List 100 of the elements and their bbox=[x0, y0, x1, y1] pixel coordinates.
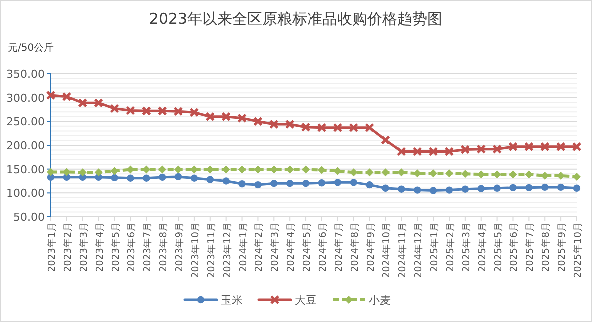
point bbox=[445, 170, 454, 178]
y-tick-label: 150.00 bbox=[6, 163, 45, 176]
point bbox=[158, 106, 168, 116]
point bbox=[206, 176, 214, 184]
point bbox=[557, 184, 565, 192]
point bbox=[573, 184, 581, 192]
point bbox=[222, 178, 230, 185]
point bbox=[396, 146, 406, 156]
y-tick-label: 100.00 bbox=[6, 187, 45, 200]
point bbox=[253, 116, 263, 126]
point bbox=[333, 123, 343, 133]
x-tick-label: 2025年8月 bbox=[540, 222, 552, 272]
point bbox=[110, 104, 120, 114]
x-tick-label: 2024年9月 bbox=[364, 222, 377, 272]
point bbox=[542, 184, 549, 192]
point bbox=[572, 142, 582, 152]
point bbox=[462, 186, 470, 193]
point bbox=[365, 123, 375, 133]
x-tick-label: 2023年9月 bbox=[174, 222, 186, 272]
point bbox=[446, 186, 454, 194]
point bbox=[524, 142, 534, 152]
point bbox=[301, 122, 311, 132]
x-tick-label: 2025年5月 bbox=[492, 222, 504, 272]
point bbox=[302, 166, 310, 174]
point bbox=[508, 142, 518, 152]
x-tick-label: 2023年10月 bbox=[189, 222, 202, 278]
point bbox=[222, 112, 232, 122]
x-tick-label: 2025年10月 bbox=[572, 222, 584, 278]
x-tick-label: 2023年1月 bbox=[46, 222, 58, 272]
point bbox=[573, 172, 581, 181]
chart-title: 2023年以来全区原粮标准品收购价格趋势图 bbox=[149, 10, 443, 28]
legend-label: 大豆 bbox=[295, 294, 317, 307]
point bbox=[127, 174, 134, 182]
x-tick-label: 2024年10月 bbox=[380, 222, 393, 278]
x-tick-label: 2025年7月 bbox=[524, 222, 536, 272]
point bbox=[460, 145, 470, 155]
point bbox=[126, 106, 136, 116]
point bbox=[142, 106, 152, 116]
point bbox=[190, 108, 200, 118]
x-tick-label: 2023年4月 bbox=[94, 222, 106, 272]
point bbox=[47, 168, 55, 176]
x-tick-label: 2025年9月 bbox=[556, 222, 568, 272]
x-tick-label: 2025年1月 bbox=[428, 222, 441, 272]
point bbox=[254, 181, 262, 189]
point bbox=[382, 168, 390, 177]
x-tick-label: 2025年2月 bbox=[444, 222, 456, 272]
x-tick-label: 2024年5月 bbox=[301, 222, 314, 272]
point bbox=[78, 98, 88, 108]
point bbox=[318, 180, 326, 187]
point bbox=[556, 142, 566, 152]
point bbox=[476, 144, 486, 154]
point bbox=[206, 112, 216, 122]
y-axis-title: 元/50公斤 bbox=[8, 42, 54, 54]
point bbox=[62, 92, 72, 102]
x-tick-label: 2024年12月 bbox=[412, 222, 425, 278]
point bbox=[366, 181, 374, 189]
point bbox=[349, 123, 359, 133]
point bbox=[270, 180, 278, 188]
point bbox=[382, 184, 390, 192]
point bbox=[143, 174, 150, 182]
point bbox=[302, 180, 310, 188]
point bbox=[94, 98, 104, 108]
legend-label: 玉米 bbox=[221, 294, 243, 307]
point bbox=[412, 146, 422, 156]
x-tick-label: 2025年3月 bbox=[460, 222, 472, 272]
x-tick-label: 2023年5月 bbox=[110, 222, 122, 272]
point bbox=[158, 174, 166, 182]
x-tick-label: 2024年1月 bbox=[237, 222, 250, 272]
x-tick-label: 2024年7月 bbox=[332, 222, 345, 272]
point bbox=[444, 146, 454, 156]
point bbox=[238, 114, 248, 124]
point bbox=[380, 136, 390, 146]
y-tick-label: 350.00 bbox=[6, 68, 45, 81]
point bbox=[46, 90, 56, 100]
legend-label: 小麦 bbox=[369, 294, 391, 307]
point bbox=[238, 166, 246, 174]
point bbox=[318, 166, 326, 174]
point bbox=[158, 166, 167, 174]
point bbox=[494, 184, 501, 192]
y-tick-label: 300.00 bbox=[6, 92, 45, 105]
point bbox=[317, 123, 327, 133]
point bbox=[540, 142, 550, 152]
point bbox=[478, 185, 485, 192]
point bbox=[430, 170, 438, 178]
point bbox=[509, 170, 518, 179]
point bbox=[461, 170, 470, 178]
point bbox=[428, 146, 438, 156]
point bbox=[174, 173, 182, 181]
x-tick-label: 2024年2月 bbox=[253, 222, 266, 272]
y-tick-label: 250.00 bbox=[6, 116, 45, 129]
point bbox=[238, 180, 246, 188]
x-tick-label: 2023年3月 bbox=[78, 222, 90, 272]
x-tick-label: 2023年7月 bbox=[142, 222, 154, 272]
x-tick-label: 2023年6月 bbox=[126, 222, 138, 272]
point bbox=[398, 186, 406, 193]
x-tick-label: 2023年8月 bbox=[158, 222, 170, 272]
point bbox=[350, 179, 358, 186]
x-tick-label: 2024年11月 bbox=[396, 222, 409, 278]
x-tick-label: 2024年3月 bbox=[269, 222, 282, 272]
x-tick-label: 2023年2月 bbox=[62, 222, 74, 272]
